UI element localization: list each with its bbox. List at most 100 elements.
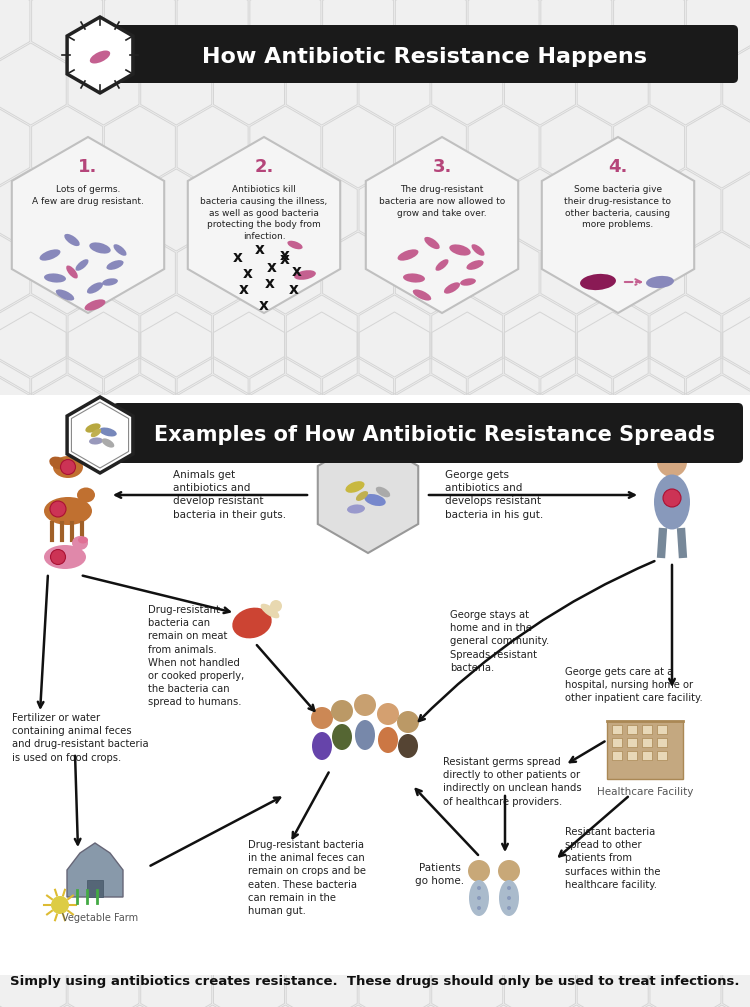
Ellipse shape (413, 289, 431, 300)
Text: 3.: 3. (432, 158, 451, 176)
Ellipse shape (50, 456, 67, 469)
Ellipse shape (87, 282, 103, 294)
FancyBboxPatch shape (657, 738, 667, 747)
Ellipse shape (355, 720, 375, 750)
Ellipse shape (64, 234, 80, 246)
Ellipse shape (436, 259, 448, 271)
Ellipse shape (287, 241, 302, 250)
Ellipse shape (99, 428, 117, 436)
Text: Drug-resistant bacteria
in the animal feces can
remain on crops and be
eaten. Th: Drug-resistant bacteria in the animal fe… (248, 840, 366, 916)
Ellipse shape (312, 732, 332, 760)
Ellipse shape (654, 474, 690, 530)
Circle shape (397, 711, 419, 733)
Ellipse shape (580, 274, 616, 290)
Ellipse shape (102, 438, 114, 448)
Ellipse shape (346, 481, 364, 492)
FancyBboxPatch shape (113, 25, 738, 83)
FancyBboxPatch shape (627, 751, 637, 760)
FancyBboxPatch shape (113, 403, 743, 463)
Text: George gets care at a
hospital, nursing home or
other inpatient care facility.: George gets care at a hospital, nursing … (565, 667, 703, 704)
Text: Lots of germs.
A few are drug resistant.: Lots of germs. A few are drug resistant. (32, 185, 144, 205)
Ellipse shape (90, 50, 110, 63)
FancyBboxPatch shape (612, 751, 622, 760)
Ellipse shape (469, 880, 489, 916)
Text: x: x (292, 265, 302, 280)
Circle shape (354, 694, 376, 716)
Text: The drug-resistant
bacteria are now allowed to
grow and take over.: The drug-resistant bacteria are now allo… (379, 185, 506, 218)
FancyBboxPatch shape (627, 725, 637, 734)
Ellipse shape (50, 501, 66, 517)
Text: How Antibiotic Resistance Happens: How Antibiotic Resistance Happens (202, 47, 647, 67)
Ellipse shape (424, 237, 439, 249)
Ellipse shape (76, 259, 88, 271)
Ellipse shape (44, 545, 86, 569)
Ellipse shape (294, 270, 316, 280)
Circle shape (477, 886, 481, 890)
FancyBboxPatch shape (642, 738, 652, 747)
Circle shape (331, 700, 353, 722)
Ellipse shape (102, 278, 118, 286)
Circle shape (657, 447, 687, 477)
Ellipse shape (332, 724, 352, 750)
Text: 4.: 4. (608, 158, 628, 176)
Text: Healthcare Facility: Healthcare Facility (597, 787, 693, 797)
Text: x: x (259, 298, 269, 313)
Ellipse shape (66, 266, 78, 279)
Ellipse shape (646, 276, 674, 288)
Circle shape (507, 906, 511, 910)
Ellipse shape (106, 260, 124, 270)
Text: x: x (267, 261, 277, 276)
Circle shape (498, 860, 520, 882)
Ellipse shape (78, 537, 88, 544)
Text: x: x (243, 267, 253, 282)
Ellipse shape (232, 607, 272, 638)
FancyBboxPatch shape (627, 738, 637, 747)
Text: 2.: 2. (254, 158, 274, 176)
Ellipse shape (398, 734, 418, 758)
Text: x: x (265, 277, 275, 291)
Text: Resistant germs spread
directly to other patients or
indirectly on unclean hands: Resistant germs spread directly to other… (443, 757, 582, 807)
Text: x: x (233, 251, 243, 266)
Ellipse shape (444, 282, 460, 294)
Text: George stays at
home and in the
general community.
Spreads resistant
bacteria.: George stays at home and in the general … (450, 610, 549, 673)
Ellipse shape (71, 444, 89, 459)
Text: x: x (239, 283, 249, 297)
Text: George gets
antibiotics and
develops resistant
bacteria in his gut.: George gets antibiotics and develops res… (445, 470, 543, 520)
Text: Fertilizer or water
containing animal feces
and drug-resistant bacteria
is used : Fertilizer or water containing animal fe… (12, 713, 148, 762)
Polygon shape (366, 137, 518, 313)
Ellipse shape (44, 274, 66, 283)
Ellipse shape (53, 456, 83, 478)
Circle shape (311, 707, 333, 729)
Polygon shape (67, 397, 133, 473)
Circle shape (270, 600, 282, 612)
Ellipse shape (80, 440, 88, 446)
Text: Resistant bacteria
spread to other
patients from
surfaces within the
healthcare : Resistant bacteria spread to other patie… (565, 827, 661, 890)
Ellipse shape (449, 245, 471, 256)
Ellipse shape (356, 491, 368, 500)
Ellipse shape (364, 494, 386, 507)
Ellipse shape (89, 243, 111, 254)
Ellipse shape (50, 550, 65, 565)
Ellipse shape (398, 250, 418, 261)
Text: Some bacteria give
their drug-resistance to
other bacteria, causing
more problem: Some bacteria give their drug-resistance… (565, 185, 671, 230)
FancyBboxPatch shape (657, 725, 667, 734)
Ellipse shape (72, 536, 88, 550)
Ellipse shape (86, 423, 100, 433)
Polygon shape (542, 137, 694, 313)
Ellipse shape (61, 459, 76, 474)
Ellipse shape (472, 245, 484, 256)
Text: Patients
go home.: Patients go home. (416, 863, 464, 886)
Ellipse shape (91, 429, 101, 437)
Text: x: x (280, 253, 290, 268)
Ellipse shape (460, 278, 476, 286)
Ellipse shape (56, 289, 74, 300)
Circle shape (477, 906, 481, 910)
Text: Examples of How Antibiotic Resistance Spreads: Examples of How Antibiotic Resistance Sp… (154, 425, 716, 445)
Text: Antibiotics kill
bacteria causing the illness,
as well as good bacteria
protecti: Antibiotics kill bacteria causing the il… (200, 185, 328, 242)
Ellipse shape (44, 497, 92, 525)
Ellipse shape (113, 245, 127, 256)
Circle shape (507, 886, 511, 890)
Text: Vegetable Farm: Vegetable Farm (62, 913, 138, 923)
FancyBboxPatch shape (642, 725, 652, 734)
Text: x: x (280, 249, 290, 264)
